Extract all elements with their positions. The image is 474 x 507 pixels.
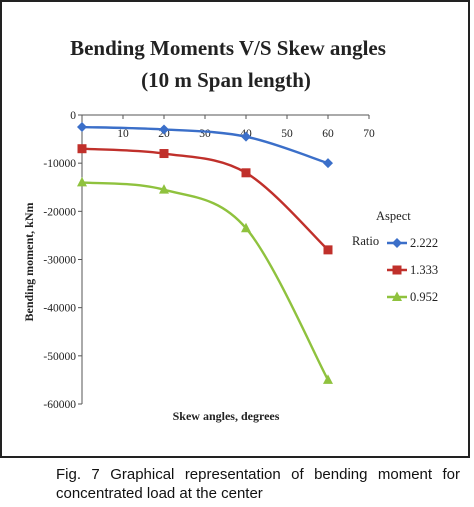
legend-items: 2.222 1.333 0.952 xyxy=(387,236,438,304)
data-point-marker xyxy=(159,184,169,194)
data-point-marker xyxy=(323,245,333,255)
legend-item: 1.333 xyxy=(387,263,438,277)
x-tick-label: 60 xyxy=(322,128,334,140)
series-2.222 xyxy=(77,122,333,169)
legend-item: 2.222 xyxy=(387,236,438,250)
series-line xyxy=(81,125,329,165)
x-axis-label: Skew angles, degrees xyxy=(173,409,280,423)
series-1.333 xyxy=(77,144,333,255)
bending-moment-chart: Bending Moments V/S Skew angles (10 m Sp… xyxy=(22,36,438,423)
data-point-marker xyxy=(159,124,169,135)
x-tick-label: 10 xyxy=(117,128,129,140)
data-point-marker xyxy=(241,131,251,142)
x-tick-label: 70 xyxy=(363,128,375,140)
legend: Aspect Ratio 2.222 1.333 0.952 xyxy=(352,209,438,304)
data-point-marker xyxy=(241,222,251,233)
data-point-marker xyxy=(323,374,333,384)
data-point-marker xyxy=(323,158,333,169)
legend-swatch-marker xyxy=(392,238,402,248)
legend-label: 1.333 xyxy=(410,263,438,277)
y-axis-label: Bending moment, kNm xyxy=(22,202,36,321)
x-tick-label: 50 xyxy=(281,128,293,140)
figure-frame xyxy=(0,0,470,458)
data-point-marker xyxy=(77,122,87,133)
y-tick-label: -20000 xyxy=(43,206,76,218)
series-0.952 xyxy=(77,176,333,384)
series-layer xyxy=(77,122,333,384)
legend-swatch-marker xyxy=(392,265,402,275)
legend-item: 0.952 xyxy=(387,290,438,304)
chart-title: Bending Moments V/S Skew angles xyxy=(70,36,386,60)
y-tick-label: -40000 xyxy=(43,303,76,315)
y-tick-label: -60000 xyxy=(43,399,76,411)
y-tick-label: 0 xyxy=(70,110,76,122)
axis-ticks: 0-10000-20000-30000-40000-50000-60000102… xyxy=(43,110,375,411)
data-point-marker xyxy=(77,144,87,154)
y-tick-label: -50000 xyxy=(43,351,76,363)
y-tick-label: -30000 xyxy=(43,255,76,267)
legend-title-line2: Ratio xyxy=(352,234,379,248)
y-tick-label: -10000 xyxy=(43,158,76,170)
figure-caption: Fig. 7 Graphical representation of bendi… xyxy=(56,466,460,502)
series-line xyxy=(81,181,330,381)
legend-swatch-marker xyxy=(392,291,402,301)
data-point-marker xyxy=(77,176,87,187)
legend-label: 2.222 xyxy=(410,236,438,250)
legend-label: 0.952 xyxy=(410,290,438,304)
data-point-marker xyxy=(159,149,169,159)
x-tick-label: 30 xyxy=(199,128,211,140)
chart-subtitle: (10 m Span length) xyxy=(141,68,311,92)
data-point-marker xyxy=(241,168,251,178)
series-line xyxy=(81,147,329,251)
legend-title-line1: Aspect xyxy=(376,209,411,223)
